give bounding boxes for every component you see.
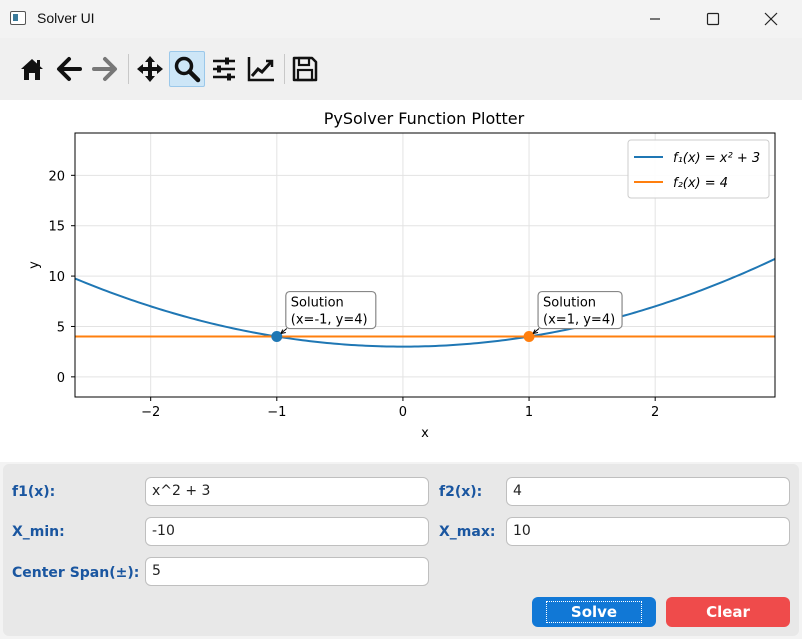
xmax-label: X_max: bbox=[439, 524, 496, 540]
solution-label-box bbox=[285, 290, 377, 330]
back-button[interactable] bbox=[51, 51, 87, 87]
f2-input[interactable]: 4 bbox=[506, 477, 790, 506]
solution-point bbox=[523, 331, 535, 343]
solution-label-box bbox=[537, 290, 623, 330]
magnifier-icon bbox=[174, 56, 201, 83]
configure-subplots-button[interactable] bbox=[206, 51, 242, 87]
window-title: Solver UI bbox=[37, 10, 95, 26]
legend-f2-label: f₂(x) = 4 bbox=[673, 176, 728, 191]
solution-arrow-head bbox=[532, 329, 539, 335]
pan-button[interactable] bbox=[132, 51, 168, 87]
chart-title: PySolver Function Plotter bbox=[324, 109, 525, 128]
sliders-icon bbox=[213, 57, 235, 81]
app-icon bbox=[10, 11, 26, 25]
series-f1-line bbox=[75, 258, 775, 348]
maximize-button[interactable] bbox=[684, 0, 742, 38]
zoom-button[interactable] bbox=[169, 51, 205, 87]
line-chart-icon bbox=[247, 57, 274, 82]
save-figure-button[interactable] bbox=[287, 51, 323, 87]
solution-arrow-head bbox=[280, 329, 286, 335]
minimize-button[interactable] bbox=[626, 0, 684, 38]
solution-arrow bbox=[532, 328, 540, 334]
move-icon bbox=[137, 56, 163, 82]
grid bbox=[75, 133, 775, 397]
solve-button[interactable]: Solve bbox=[532, 597, 656, 627]
y-tick-label: 5 bbox=[57, 320, 65, 335]
minimize-icon bbox=[650, 18, 660, 20]
toolbar-separator bbox=[284, 54, 285, 84]
solution-point bbox=[271, 331, 283, 343]
axes-frame bbox=[74, 132, 776, 398]
plot-canvas[interactable]: PySolver Function Plotter −2 −1 0 1 2 0 5 10 15 2… bbox=[0, 100, 802, 462]
title-bar: Solver UI bbox=[0, 0, 802, 38]
xmin-label: X_min: bbox=[12, 524, 65, 540]
x-tick-label: 1 bbox=[525, 405, 533, 420]
f2-label: f2(x): bbox=[439, 484, 483, 500]
x-tick-label: 2 bbox=[651, 405, 659, 420]
solution-annotations: Solution (x=-1, y=4) Solution (x=1, y=4) bbox=[271, 290, 623, 343]
y-axis-label: y bbox=[27, 261, 42, 269]
function-chart[interactable]: PySolver Function Plotter −2 −1 0 1 20510152… bbox=[0, 100, 802, 462]
solve-button-label: Solve bbox=[545, 601, 643, 623]
xmax-input[interactable]: 10 bbox=[506, 517, 790, 546]
home-button[interactable] bbox=[14, 51, 50, 87]
legend: f₁(x) = x² + 3 f₂(x) = 4 bbox=[627, 139, 770, 199]
clear-button[interactable]: Clear bbox=[666, 597, 790, 627]
edit-axis-button[interactable] bbox=[243, 51, 279, 87]
f1-input[interactable]: x^2 + 3 bbox=[145, 477, 429, 506]
floppy-disk-icon bbox=[292, 56, 318, 82]
f1-label: f1(x): bbox=[12, 484, 56, 500]
series-layer bbox=[75, 258, 775, 348]
center-span-label: Center Span(±): bbox=[12, 565, 140, 581]
y-tick-label: 10 bbox=[48, 270, 65, 285]
xmin-input[interactable]: -10 bbox=[145, 517, 429, 546]
x-tick-label: −2 bbox=[141, 405, 160, 420]
close-icon bbox=[764, 12, 778, 26]
arrow-left-icon bbox=[57, 57, 82, 81]
forward-button[interactable] bbox=[87, 51, 123, 87]
toolbar-separator bbox=[128, 54, 129, 84]
legend-f1-label: f₁(x) = x² + 3 bbox=[673, 151, 760, 166]
plot-toolbar bbox=[0, 38, 802, 100]
solution-label-coords: (x=-1, y=4) bbox=[291, 313, 368, 328]
maximize-icon bbox=[706, 12, 720, 26]
solution-label-title: Solution bbox=[543, 296, 596, 311]
solution-label-coords: (x=1, y=4) bbox=[543, 313, 615, 328]
home-icon bbox=[21, 59, 43, 80]
y-tick-label: 0 bbox=[57, 371, 65, 386]
close-button[interactable] bbox=[742, 0, 800, 38]
x-tick-label: 0 bbox=[399, 405, 407, 420]
arrow-right-icon bbox=[92, 57, 117, 81]
x-tick-label: −1 bbox=[267, 405, 286, 420]
solution-label-title: Solution bbox=[291, 296, 344, 311]
y-tick-label: 20 bbox=[48, 169, 65, 184]
center-span-input[interactable]: 5 bbox=[145, 557, 429, 586]
y-tick-label: 15 bbox=[48, 220, 65, 235]
solver-form: f1(x): x^2 + 3 f2(x): 4 X_min: -10 X_max… bbox=[3, 464, 799, 636]
x-axis-label: x bbox=[421, 426, 429, 441]
solution-arrow bbox=[280, 328, 288, 334]
